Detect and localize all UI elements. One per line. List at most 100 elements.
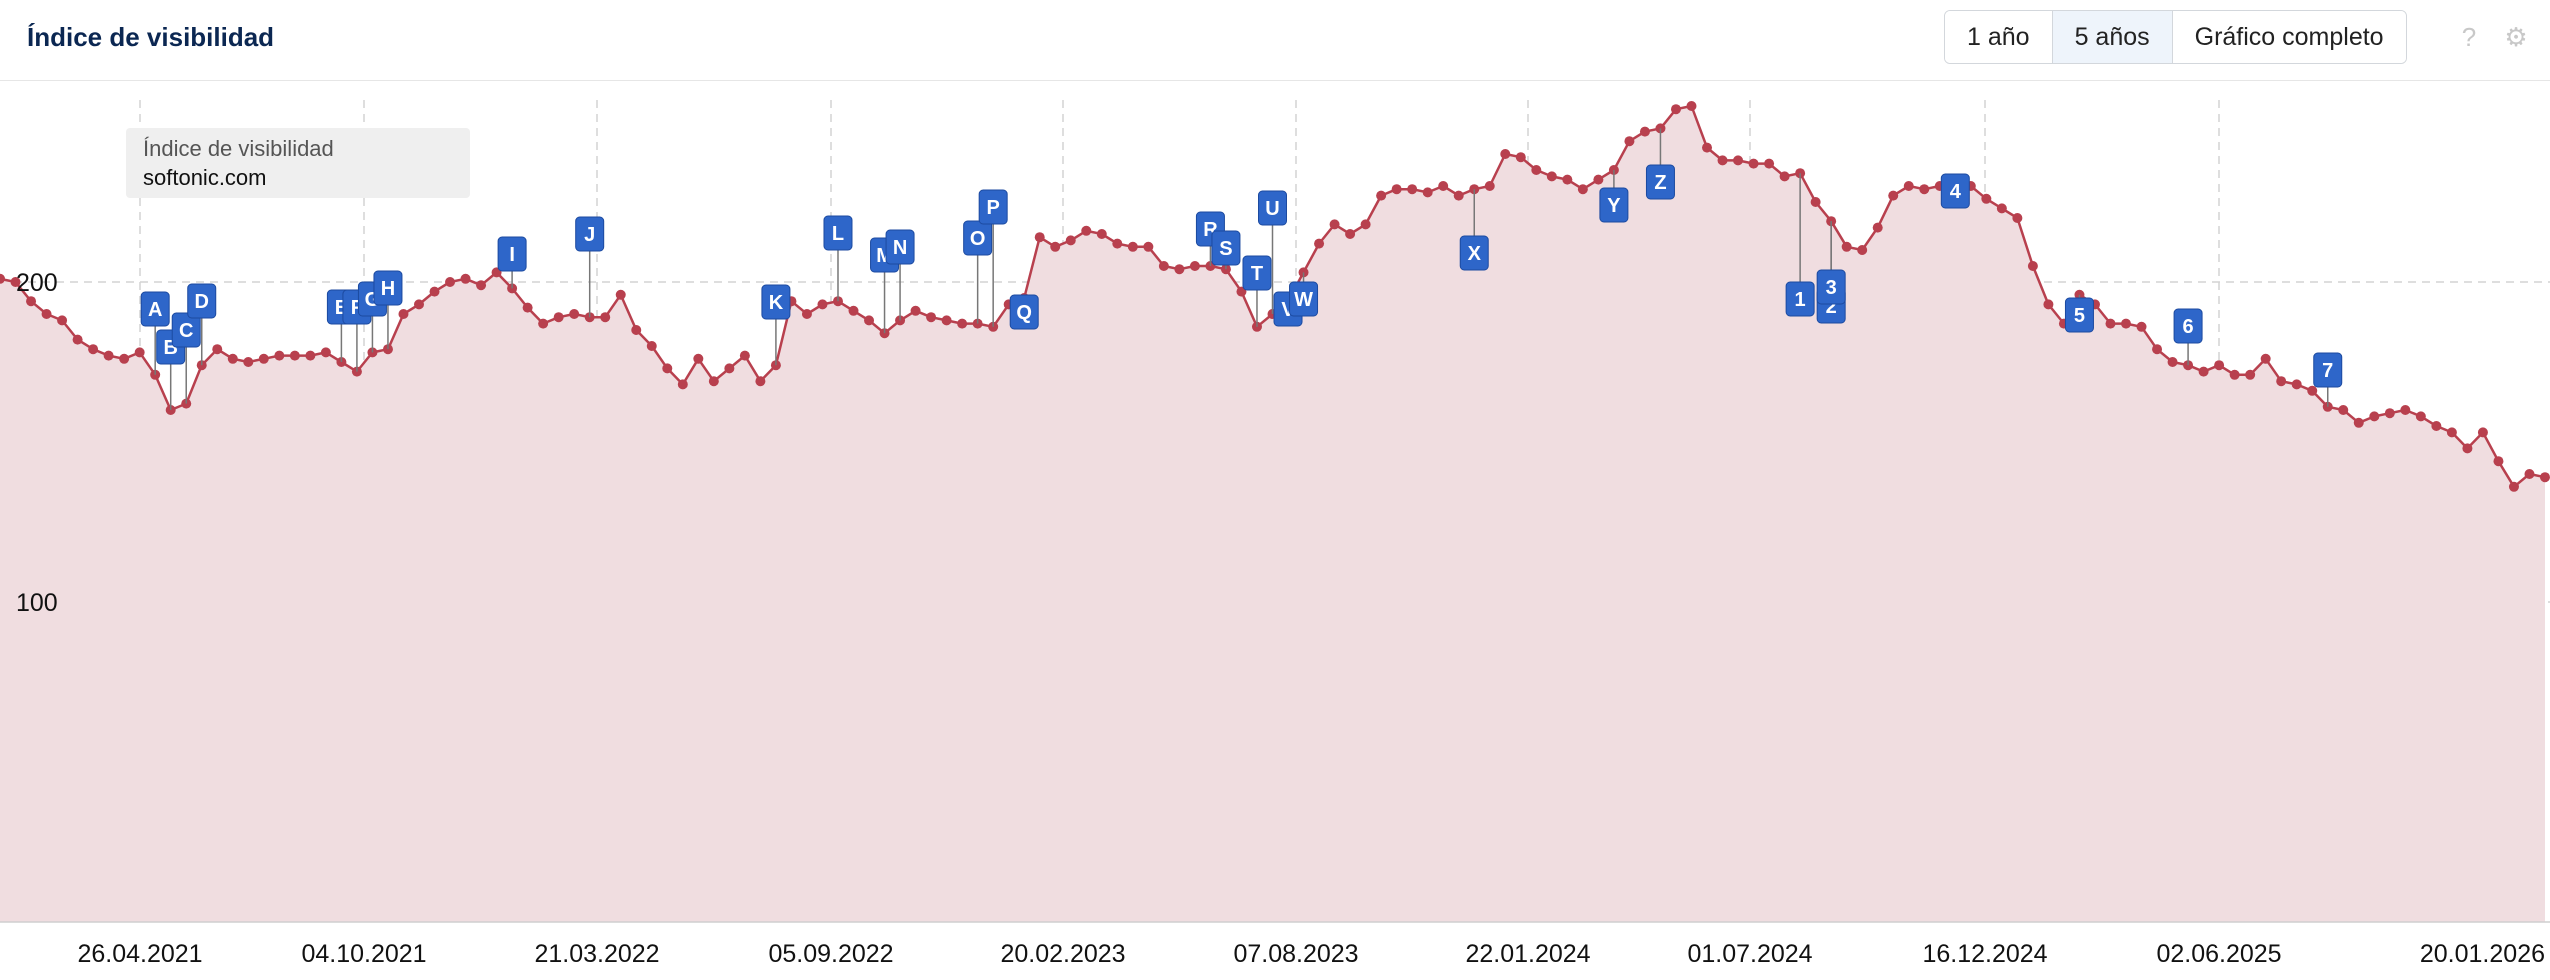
annotation-marker-4	[1940, 173, 1970, 209]
data-point	[2477, 427, 2488, 438]
annotation-label: I	[509, 244, 515, 266]
data-point	[1686, 101, 1697, 111]
data-point	[1329, 219, 1340, 230]
annotation-marker-5	[2064, 297, 2094, 333]
data-point	[631, 325, 642, 335]
data-point	[1903, 181, 1914, 191]
data-point	[2446, 427, 2457, 438]
annotation-marker-j	[575, 216, 605, 252]
data-point	[119, 353, 130, 364]
data-point	[476, 280, 487, 291]
range-full-chart-button[interactable]: Gráfico completo	[2172, 11, 2406, 63]
data-point	[1065, 235, 1076, 246]
data-point	[1733, 155, 1744, 166]
data-point	[1779, 171, 1790, 182]
data-point	[227, 353, 238, 364]
data-point	[817, 299, 828, 310]
data-point	[2291, 379, 2302, 390]
data-point	[2493, 456, 2504, 467]
annotation-marker-k	[761, 284, 791, 320]
data-point	[2524, 469, 2535, 479]
series-area	[0, 106, 2545, 922]
data-point	[2027, 261, 2038, 271]
annotation-label: J	[584, 224, 595, 246]
data-point	[755, 376, 766, 387]
x-tick-label: 05.09.2022	[768, 940, 893, 968]
annotation-marker-u	[1258, 190, 1287, 226]
legend-domain: softonic.com	[143, 165, 267, 190]
annotation-label: 4	[1950, 181, 1962, 203]
annotation-label: W	[1294, 289, 1313, 311]
annotation-marker-i	[497, 236, 527, 272]
data-point	[2400, 405, 2411, 415]
range-1-year-button[interactable]: 1 año	[1945, 11, 2053, 63]
annotation-label: 2	[1826, 296, 1837, 318]
series-legend: Índice de visibilidad softonic.com	[126, 128, 470, 198]
annotation-marker-a	[140, 291, 170, 327]
range-5-years-button[interactable]: 5 años	[2052, 11, 2173, 63]
data-point	[1314, 238, 1325, 249]
data-point	[1189, 261, 1200, 271]
x-tick-label: 22.01.2024	[1465, 940, 1590, 968]
chart-header: Índice de visibilidad 1 año 5 años Gráfi…	[0, 0, 2550, 81]
data-point	[305, 350, 316, 361]
annotation-label: Q	[1016, 302, 1032, 324]
data-point	[460, 273, 471, 284]
annotation-marker-d	[187, 283, 217, 319]
annotation-label: N	[893, 237, 907, 259]
annotation-label: L	[832, 223, 844, 245]
data-point	[957, 318, 968, 329]
annotation-marker-x	[1459, 235, 1489, 271]
gear-icon[interactable]: ⚙	[2504, 22, 2528, 52]
data-point	[2152, 344, 2163, 355]
data-point	[646, 341, 657, 351]
data-point	[1391, 184, 1402, 195]
annotation-label: U	[1265, 198, 1279, 220]
data-point	[26, 296, 37, 307]
data-point	[1748, 158, 1759, 169]
annotation-marker-q	[1009, 294, 1039, 330]
data-point	[2043, 299, 2054, 310]
annotation-marker-h	[373, 270, 403, 306]
data-point	[320, 347, 331, 358]
data-point	[2307, 385, 2318, 396]
annotation-marker-n	[885, 229, 915, 265]
annotation-label: Z	[1654, 172, 1666, 194]
data-point	[134, 347, 145, 358]
annotation-marker-w	[1289, 281, 1319, 317]
data-point	[615, 289, 626, 300]
data-point	[2431, 421, 2442, 431]
annotation-marker-z	[1645, 164, 1675, 200]
data-point	[289, 350, 300, 361]
data-point	[1624, 136, 1635, 147]
data-point	[2462, 443, 2473, 454]
data-point	[1810, 197, 1821, 207]
annotation-label: O	[970, 228, 986, 250]
data-point	[1345, 229, 1356, 239]
visibility-chart: 26.04.2021 04.10.2021 21.03.2022 05.09.2022…	[0, 100, 2550, 968]
data-point	[429, 286, 440, 297]
data-point	[243, 357, 254, 367]
annotation-label: 1	[1795, 289, 1806, 311]
data-point	[1407, 184, 1418, 195]
data-point	[1888, 190, 1899, 201]
legend-title: Índice de visibilidad	[143, 136, 334, 161]
data-point	[1919, 184, 1930, 195]
question-icon[interactable]: ?	[2461, 22, 2477, 52]
data-point	[848, 305, 859, 316]
data-point	[1562, 174, 1573, 185]
data-point	[1670, 104, 1681, 115]
x-tick-label: 20.01.2026	[2420, 940, 2545, 968]
data-point	[2121, 318, 2132, 329]
annotation-label: T	[1251, 263, 1263, 285]
x-tick-label: 20.02.2023	[1000, 940, 1125, 968]
annotation-label: P	[986, 197, 999, 219]
data-point	[1857, 245, 1868, 255]
data-point	[1531, 165, 1542, 175]
data-point	[941, 315, 952, 326]
data-point	[0, 273, 5, 284]
data-point	[1484, 181, 1495, 191]
data-point	[2136, 321, 2147, 332]
annotation-label: D	[195, 291, 209, 313]
data-point	[2369, 411, 2380, 422]
